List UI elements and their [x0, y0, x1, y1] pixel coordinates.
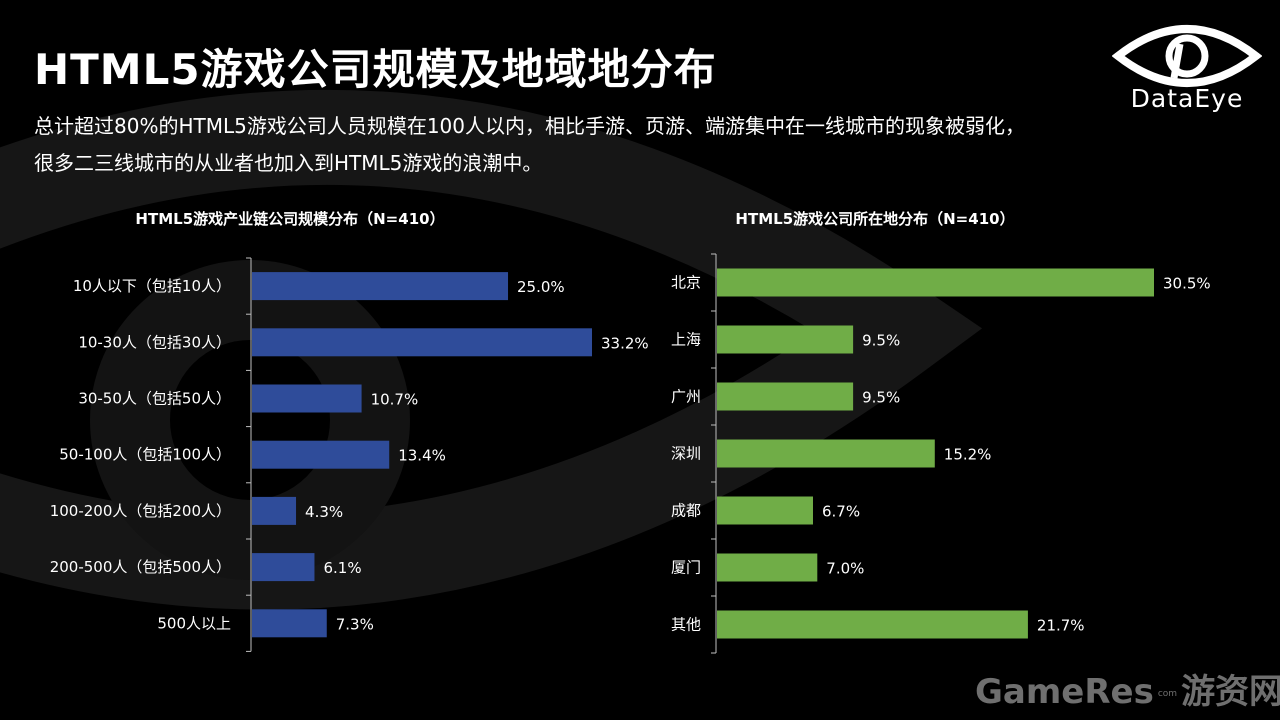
bar-1 [252, 328, 592, 357]
value-label-6: 7.3% [336, 615, 374, 633]
value-label-2: 9.5% [862, 389, 900, 407]
value-label-6: 21.7% [1037, 617, 1085, 635]
page-title: HTML5游戏公司规模及地域地分布 [34, 45, 717, 94]
value-label-4: 6.7% [822, 503, 860, 521]
bar-2 [717, 382, 854, 411]
value-label-3: 15.2% [944, 446, 992, 464]
category-label-0: 北京 [671, 274, 701, 292]
dataeye-logo-text: DataEye [1130, 84, 1244, 113]
bar-5 [252, 553, 315, 582]
bar-2 [252, 384, 362, 413]
category-label-1: 上海 [671, 331, 701, 349]
value-label-1: 33.2% [601, 334, 649, 352]
category-label-5: 厦门 [671, 559, 701, 577]
value-label-4: 4.3% [305, 503, 343, 521]
category-label-4: 成都 [671, 502, 701, 520]
bar-6 [717, 610, 1028, 639]
bar-3 [252, 440, 390, 469]
bar-4 [717, 496, 813, 525]
watermark-main: GameRes [975, 672, 1154, 712]
page-subtitle: 总计超过80%的HTML5游戏公司人员规模在100人以内，相比手游、页游、端游集… [34, 114, 1026, 175]
bar-5 [717, 553, 818, 582]
bar-0 [717, 268, 1154, 297]
category-label-4: 100-200人（包括200人） [50, 502, 231, 520]
value-label-0: 25.0% [517, 278, 565, 296]
category-label-2: 30-50人（包括50人） [78, 390, 231, 408]
value-label-1: 9.5% [862, 332, 900, 350]
bar-3 [717, 439, 935, 468]
value-label-5: 6.1% [323, 559, 361, 577]
category-label-0: 10人以下（包括10人） [73, 277, 231, 295]
category-label-6: 其他 [671, 616, 701, 634]
bar-6 [252, 609, 327, 638]
category-label-3: 深圳 [671, 445, 701, 463]
dataeye-logo-icon [1112, 25, 1262, 87]
value-label-3: 13.4% [398, 447, 446, 465]
category-label-6: 500人以上 [157, 614, 231, 632]
watermark-cn: 游资网 [1181, 672, 1280, 712]
gameres-watermark: GameRes com 游资网 [975, 664, 1280, 713]
right-chart-title: HTML5游戏公司所在地分布（N=410） [735, 210, 1015, 228]
category-label-1: 10-30人（包括30人） [78, 333, 231, 351]
category-label-3: 50-100人（包括100人） [59, 446, 231, 464]
value-label-5: 7.0% [826, 560, 864, 578]
bar-4 [252, 496, 297, 525]
bar-1 [717, 325, 854, 354]
value-label-2: 10.7% [371, 391, 419, 409]
watermark-com: com [1157, 688, 1178, 699]
bar-0 [252, 272, 509, 301]
category-label-5: 200-500人（包括500人） [50, 558, 231, 576]
category-label-2: 广州 [671, 388, 701, 406]
value-label-0: 30.5% [1163, 275, 1211, 293]
left-chart-title: HTML5游戏产业链公司规模分布（N=410） [135, 210, 445, 228]
